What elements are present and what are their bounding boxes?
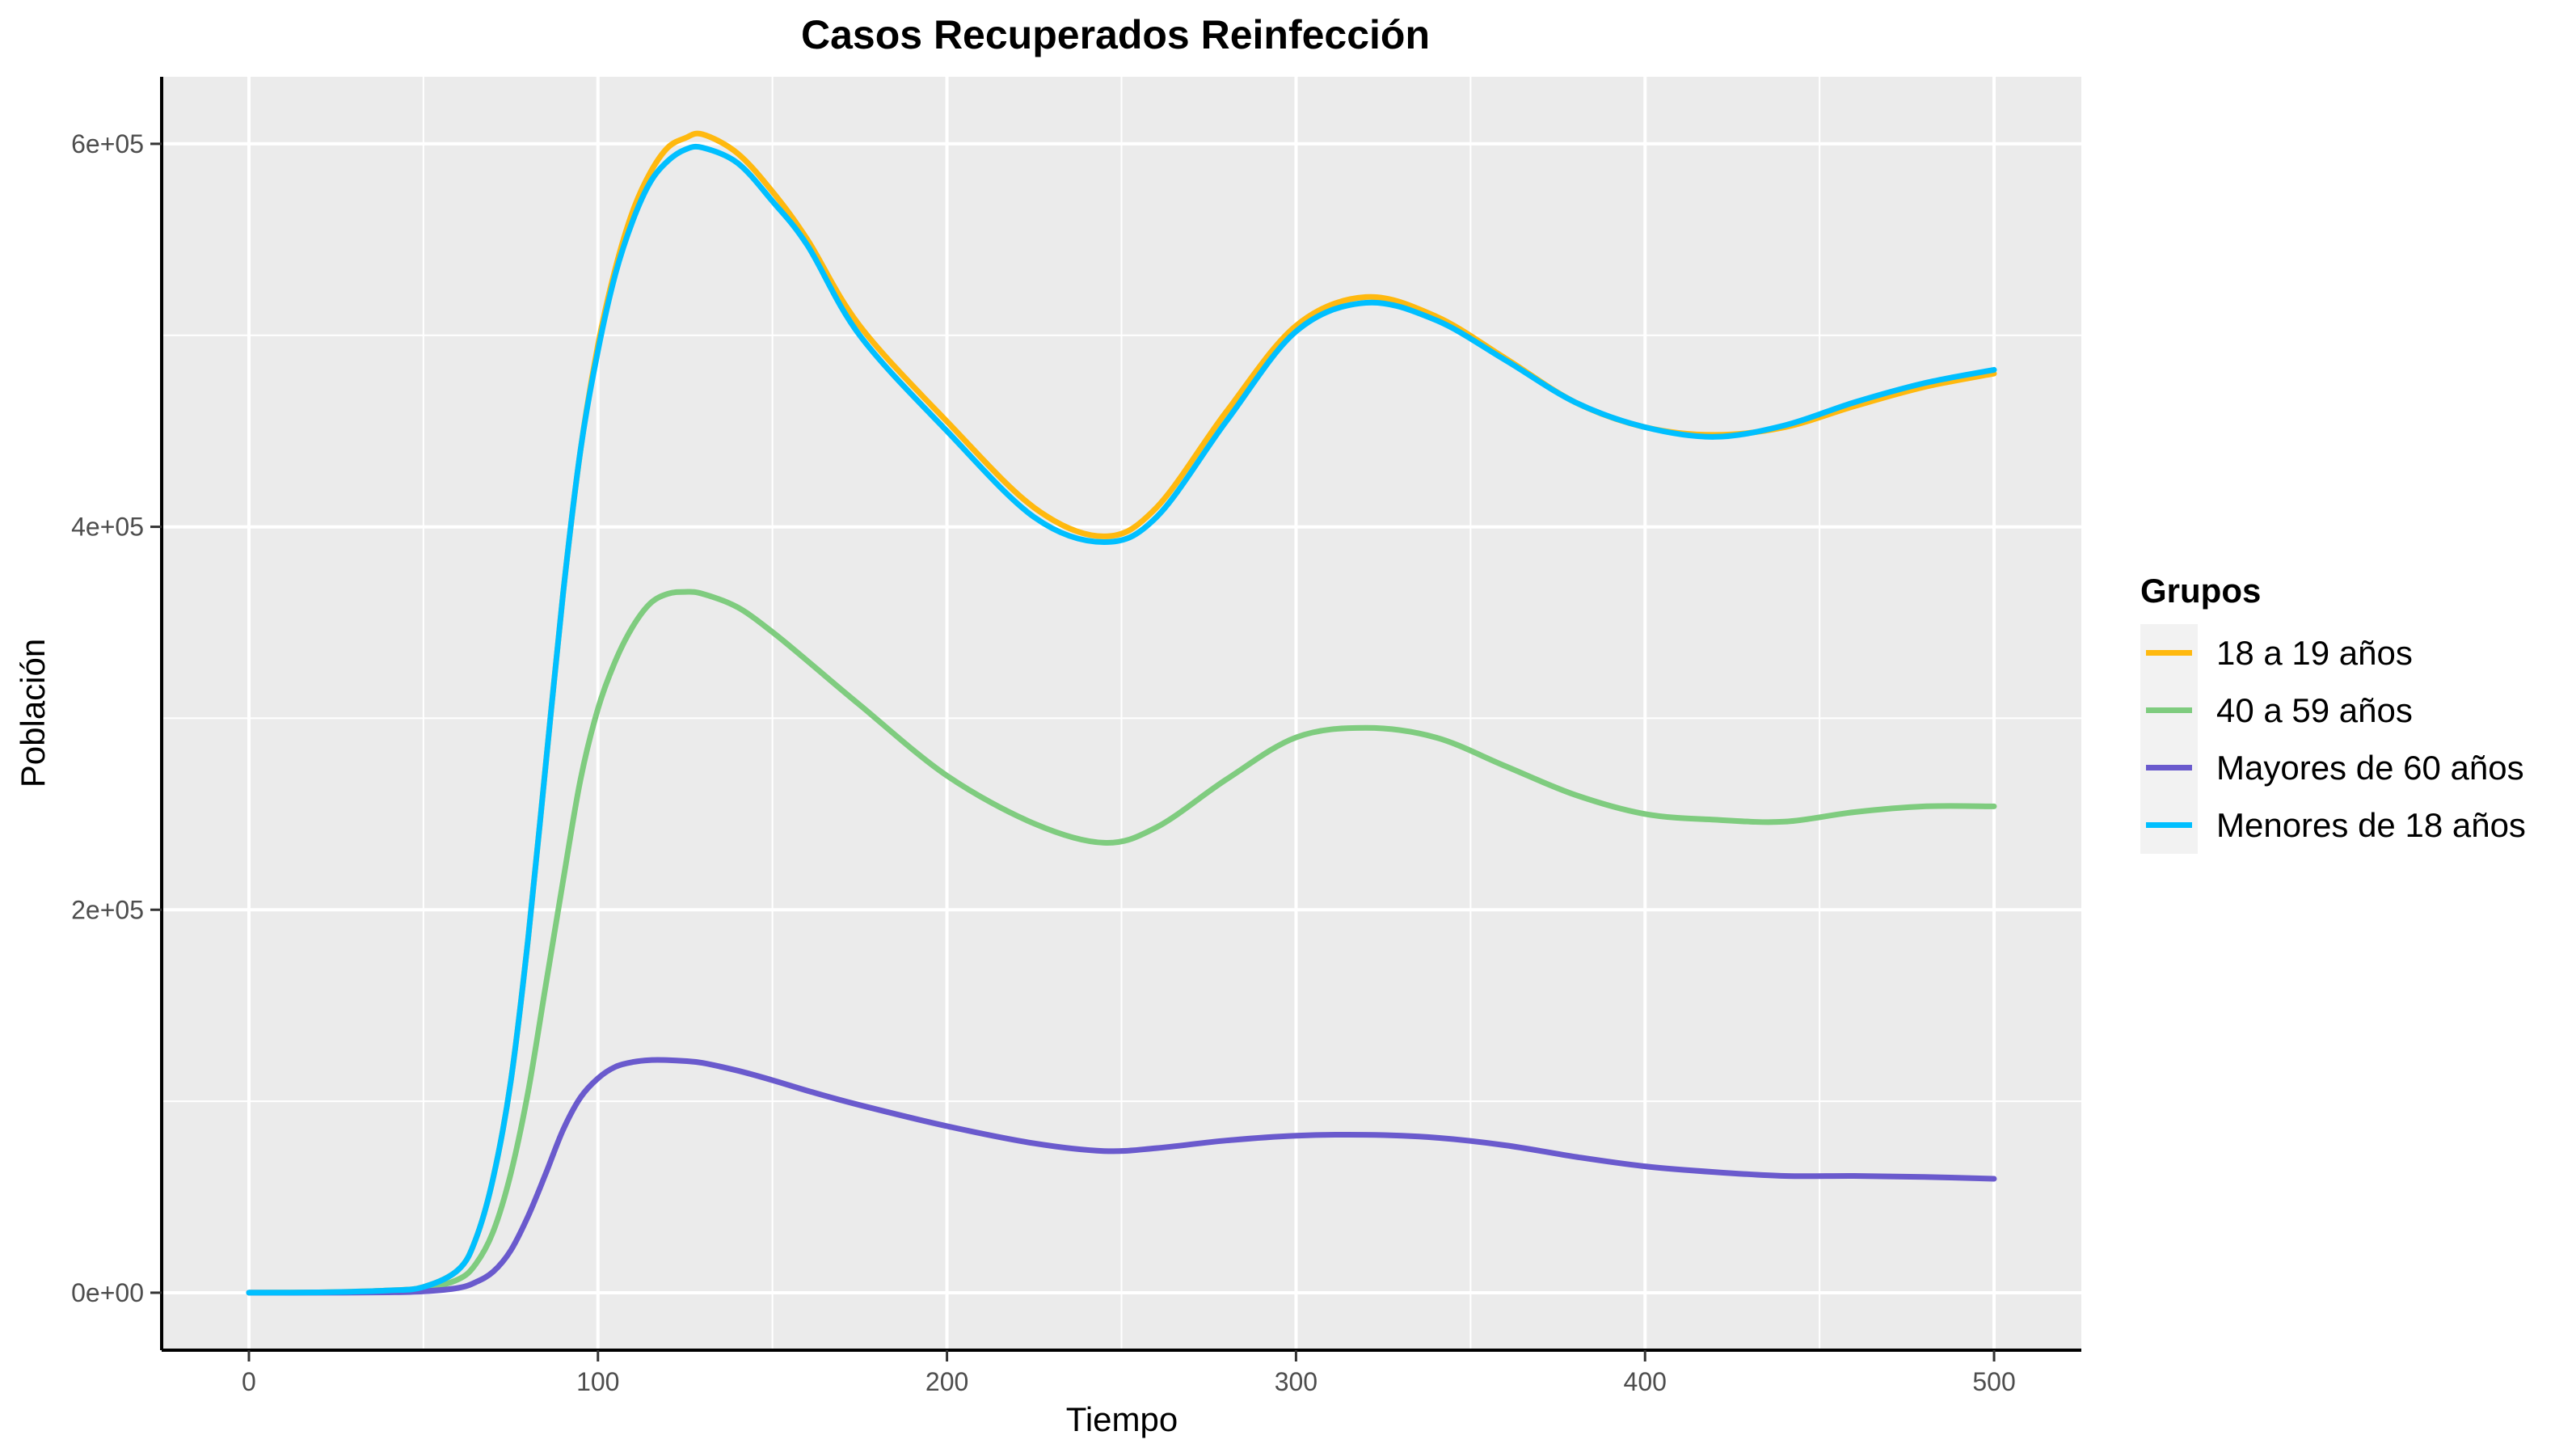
legend-label: Menores de 18 años	[2216, 806, 2526, 844]
x-tick-label: 0	[242, 1367, 256, 1396]
chart-title: Casos Recuperados Reinfección	[801, 12, 1430, 57]
minor-gridlines	[162, 77, 2081, 1350]
x-tick-label: 200	[925, 1367, 968, 1396]
y-tick-label: 6e+05	[71, 129, 144, 158]
legend-items: 18 a 19 años 40 a 59 años Mayores de 60 añ…	[2140, 624, 2526, 854]
x-tick-label: 500	[1972, 1367, 2015, 1396]
series-line-40-a-59-anos	[246, 589, 1997, 1296]
legend-title: Grupos	[2140, 572, 2261, 610]
x-tick-label: 300	[1275, 1367, 1318, 1396]
y-axis-ticks: 0e+00 2e+05 4e+05 6e+05	[71, 129, 162, 1307]
series-lines	[246, 130, 1997, 1296]
series-line-menores-de-18-anos	[246, 143, 1997, 1296]
x-axis-ticks: 0 100 200 300 400 500	[242, 1350, 2016, 1396]
legend-label: Mayores de 60 años	[2216, 749, 2524, 787]
x-tick-label: 400	[1624, 1367, 1667, 1396]
y-axis-title: Población	[14, 639, 52, 787]
y-tick-label: 2e+05	[71, 895, 144, 924]
y-tick-label: 0e+00	[71, 1278, 144, 1307]
legend: Grupos 18 a 19 años 40 a 59 años Mayores d…	[2140, 572, 2526, 854]
series-line-mayores-de-60-anos	[246, 1057, 1997, 1296]
legend-label: 40 a 59 años	[2216, 691, 2413, 729]
y-tick-label: 4e+05	[71, 513, 144, 542]
x-axis-title: Tiempo	[1066, 1400, 1178, 1438]
x-tick-label: 100	[576, 1367, 619, 1396]
legend-label: 18 a 19 años	[2216, 634, 2413, 672]
